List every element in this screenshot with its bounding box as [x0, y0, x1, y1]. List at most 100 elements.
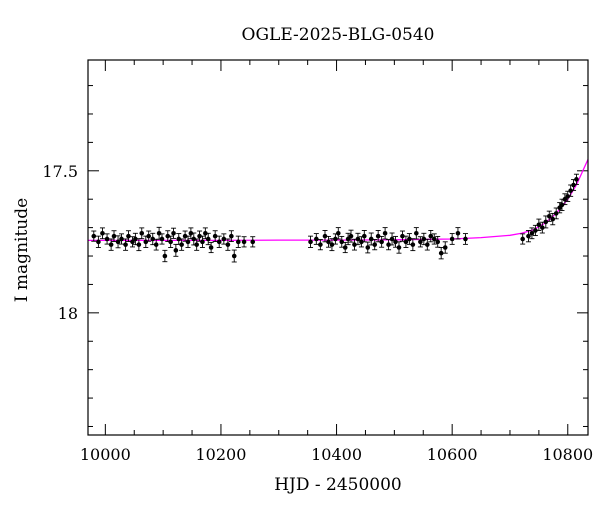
data-point — [191, 232, 197, 246]
data-point — [428, 230, 434, 243]
point-marker — [365, 245, 371, 250]
data-point — [228, 230, 234, 242]
point-marker — [333, 236, 338, 242]
data-point — [546, 210, 552, 222]
point-marker — [91, 233, 97, 239]
data-point — [308, 235, 314, 248]
point-marker — [162, 253, 168, 259]
data-point — [455, 227, 461, 240]
data-point — [406, 233, 412, 245]
point-marker — [108, 242, 114, 247]
data-points — [91, 173, 579, 263]
point-marker — [389, 236, 395, 242]
x-tick-label: 10200 — [195, 445, 246, 464]
point-marker — [200, 239, 205, 245]
data-point — [342, 241, 348, 254]
data-point — [396, 241, 402, 254]
data-point — [389, 232, 395, 246]
data-point — [185, 235, 191, 248]
point-marker — [329, 242, 335, 247]
data-point — [168, 235, 174, 248]
point-marker — [179, 242, 184, 247]
point-marker — [235, 239, 241, 245]
point-marker — [435, 239, 441, 245]
data-point — [182, 230, 188, 242]
point-marker — [526, 233, 531, 239]
data-point — [150, 232, 156, 246]
point-marker — [421, 236, 427, 242]
data-point — [136, 238, 142, 252]
y-tick-label: 17.5 — [42, 162, 78, 181]
point-marker — [438, 250, 444, 256]
point-marker — [212, 233, 218, 239]
data-point — [111, 230, 117, 242]
data-point — [221, 233, 227, 245]
data-point — [225, 238, 231, 251]
data-point — [95, 235, 101, 248]
point-marker — [171, 230, 176, 236]
point-marker — [123, 242, 128, 247]
data-point — [325, 235, 331, 248]
data-point — [119, 233, 125, 245]
point-marker — [449, 236, 455, 242]
data-point — [403, 235, 409, 248]
data-point — [146, 230, 152, 242]
data-point — [143, 235, 149, 248]
point-marker — [185, 239, 191, 245]
point-marker — [375, 233, 381, 239]
point-marker — [463, 236, 468, 242]
point-marker — [348, 233, 354, 239]
x-tick-label: 10000 — [80, 445, 131, 464]
point-marker — [396, 245, 402, 250]
point-marker — [205, 236, 211, 242]
point-marker — [156, 230, 162, 236]
data-point — [529, 227, 535, 240]
point-marker — [425, 242, 430, 247]
data-point — [442, 241, 448, 254]
data-point — [379, 235, 385, 248]
point-marker — [335, 230, 341, 236]
data-point — [431, 233, 437, 245]
data-point — [539, 221, 545, 234]
data-point — [335, 227, 341, 240]
point-marker — [403, 239, 409, 245]
y-tick-label: 18 — [58, 304, 78, 323]
point-marker — [250, 239, 256, 245]
point-marker — [372, 242, 378, 247]
data-point — [322, 230, 328, 243]
data-point — [205, 232, 211, 246]
point-marker — [188, 230, 194, 236]
data-point — [313, 233, 319, 245]
point-marker — [119, 236, 124, 242]
data-point — [520, 233, 526, 245]
x-tick-label: 10600 — [427, 445, 478, 464]
data-point — [235, 235, 241, 248]
data-point — [132, 232, 138, 246]
axis-ticks: 10000 10200 10400 10600 10800 17.5 18 — [42, 60, 593, 464]
point-marker — [314, 236, 319, 242]
data-point — [125, 230, 131, 242]
point-marker — [225, 242, 231, 247]
data-point — [553, 207, 559, 220]
point-marker — [431, 236, 437, 242]
data-point — [568, 184, 574, 197]
data-point — [317, 239, 323, 251]
point-marker — [143, 239, 149, 245]
point-marker — [318, 242, 323, 247]
data-point — [536, 218, 542, 231]
point-marker — [550, 216, 556, 222]
data-point — [165, 230, 171, 242]
data-point — [99, 227, 105, 240]
data-point — [329, 238, 335, 252]
data-point — [199, 235, 205, 248]
point-marker — [574, 177, 579, 182]
plot-frame — [87, 59, 589, 436]
point-marker — [568, 188, 573, 193]
data-point — [525, 230, 531, 243]
point-marker — [165, 233, 171, 239]
point-marker — [203, 230, 208, 236]
point-marker — [173, 248, 179, 253]
point-marker — [455, 230, 461, 236]
point-marker — [571, 182, 576, 188]
